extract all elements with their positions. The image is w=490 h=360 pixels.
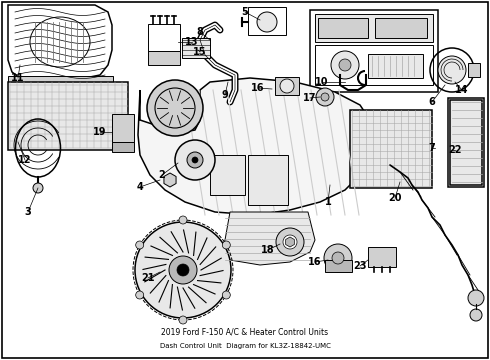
Bar — [318, 18, 368, 38]
Bar — [112, 142, 134, 152]
Bar — [350, 110, 432, 188]
Circle shape — [135, 222, 231, 318]
Text: 17: 17 — [303, 93, 317, 103]
Text: 22: 22 — [448, 145, 462, 155]
Text: 21: 21 — [141, 273, 155, 283]
Text: 9: 9 — [221, 90, 228, 100]
Text: 15: 15 — [193, 47, 207, 57]
Circle shape — [470, 309, 482, 321]
Text: 8: 8 — [196, 27, 203, 37]
Bar — [148, 51, 180, 65]
Bar — [148, 24, 180, 52]
Bar — [315, 45, 433, 85]
Circle shape — [147, 80, 203, 136]
Circle shape — [332, 252, 344, 264]
Text: 6: 6 — [429, 97, 436, 107]
Text: 12: 12 — [18, 155, 32, 165]
Text: 16: 16 — [308, 257, 322, 267]
Circle shape — [468, 290, 484, 306]
Text: 3: 3 — [24, 207, 31, 217]
Text: 10: 10 — [315, 77, 329, 87]
Text: 18: 18 — [261, 245, 275, 255]
Polygon shape — [138, 78, 372, 215]
Circle shape — [321, 93, 329, 101]
Circle shape — [339, 59, 351, 71]
Bar — [8, 76, 113, 88]
Text: 11: 11 — [11, 73, 25, 83]
Circle shape — [33, 183, 43, 193]
Bar — [248, 7, 286, 35]
Bar — [368, 247, 396, 267]
Circle shape — [177, 264, 189, 276]
Circle shape — [276, 228, 304, 256]
Circle shape — [324, 244, 352, 272]
Circle shape — [222, 241, 230, 249]
Text: Dash Control Unit  Diagram for KL3Z-18842-UMC: Dash Control Unit Diagram for KL3Z-18842… — [160, 343, 330, 349]
Text: 5: 5 — [242, 7, 248, 17]
Text: 1: 1 — [324, 197, 331, 207]
Bar — [112, 114, 134, 142]
Text: 2: 2 — [159, 170, 166, 180]
Circle shape — [175, 140, 215, 180]
Text: 16: 16 — [251, 83, 265, 93]
Text: 19: 19 — [93, 127, 107, 137]
Bar — [8, 82, 128, 150]
Circle shape — [187, 152, 203, 168]
Circle shape — [169, 256, 197, 284]
Bar — [310, 10, 438, 92]
Circle shape — [179, 216, 187, 224]
Circle shape — [136, 291, 144, 299]
Text: 23: 23 — [353, 261, 367, 271]
Bar — [275, 77, 299, 95]
Circle shape — [179, 316, 187, 324]
Circle shape — [316, 88, 334, 106]
Circle shape — [438, 56, 466, 84]
Polygon shape — [8, 5, 112, 80]
Bar — [210, 155, 245, 195]
Text: 14: 14 — [455, 85, 469, 95]
Text: 13: 13 — [185, 37, 199, 47]
Bar — [375, 18, 427, 38]
Circle shape — [222, 291, 230, 299]
Bar — [325, 260, 352, 272]
Text: 2019 Ford F-150 A/C & Heater Control Units: 2019 Ford F-150 A/C & Heater Control Uni… — [161, 328, 329, 337]
Bar — [468, 63, 480, 77]
Circle shape — [331, 51, 359, 79]
Circle shape — [136, 241, 144, 249]
Circle shape — [280, 79, 294, 93]
Bar — [448, 98, 484, 187]
Text: 20: 20 — [388, 193, 402, 203]
Polygon shape — [220, 212, 315, 265]
Bar — [315, 14, 433, 42]
Circle shape — [192, 157, 198, 163]
Bar — [248, 155, 288, 205]
Text: 7: 7 — [429, 143, 436, 153]
Circle shape — [257, 12, 277, 32]
Circle shape — [283, 235, 297, 249]
Bar — [368, 54, 423, 78]
Bar — [450, 100, 482, 185]
Bar — [182, 38, 210, 58]
Text: 4: 4 — [137, 182, 144, 192]
